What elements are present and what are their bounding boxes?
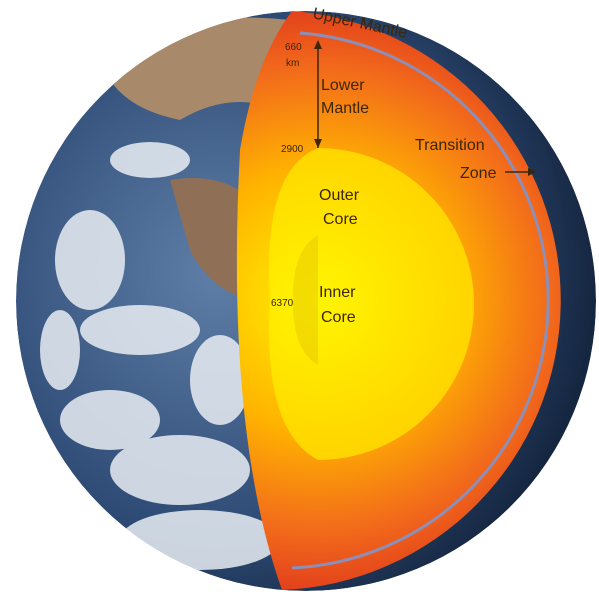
depth-660: 660: [285, 42, 302, 53]
outer-core-label: Outer: [319, 187, 360, 204]
transition-arrowhead: [528, 168, 536, 176]
outer-core-label: Core: [323, 211, 358, 228]
depth-6370: 6370: [271, 298, 294, 309]
transition-zone-label: Transition: [415, 137, 485, 154]
arrow-up: [314, 40, 322, 49]
inner-core-label: Core: [321, 309, 356, 326]
depth-660-unit: km: [286, 58, 299, 69]
inner-core-label: Inner: [319, 284, 356, 301]
outer-core-shape: [269, 148, 474, 460]
lower-mantle-label: Mantle: [321, 100, 369, 117]
lower-mantle-label: Lower: [321, 77, 365, 94]
transition-zone-boundary: [291, 31, 550, 570]
arrow-down: [314, 139, 322, 148]
inner-core-shade: [292, 235, 318, 365]
transition-zone-label: Zone: [460, 165, 497, 182]
depth-2900: 2900: [281, 144, 304, 155]
